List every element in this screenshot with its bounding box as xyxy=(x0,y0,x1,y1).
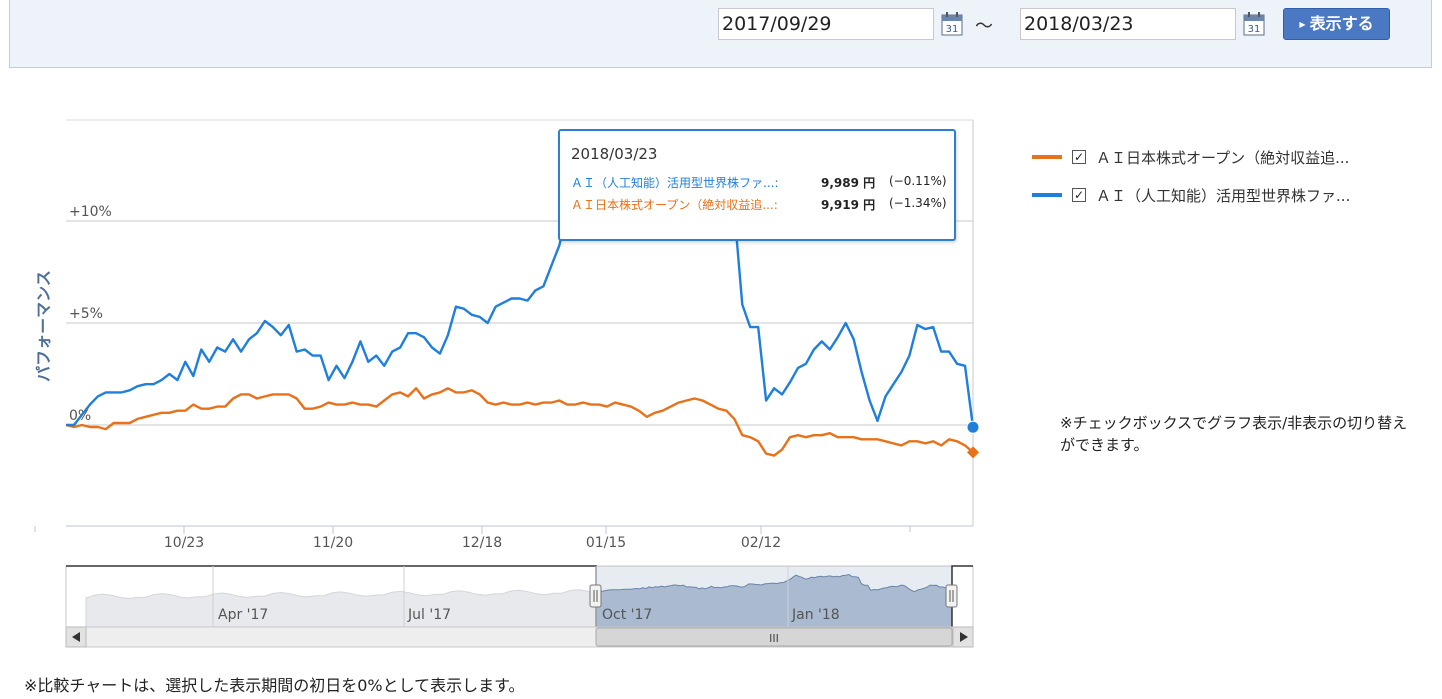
calendar-icon[interactable]: 31 xyxy=(941,12,963,36)
chart-tooltip: 2018/03/23 ＡＩ（人工知能）活用型世界株ファ...: 9,989 円 … xyxy=(558,129,956,241)
navigator-selection xyxy=(596,566,952,627)
navigator-area-unselected xyxy=(85,589,597,628)
start-date-input[interactable]: 2017/09/29 xyxy=(718,8,934,40)
show-button[interactable]: ▶ 表示する xyxy=(1283,8,1390,40)
navigator-label: Apr '17 xyxy=(218,607,268,623)
arrow-right-icon xyxy=(960,632,968,642)
play-icon: ▶ xyxy=(1299,19,1306,29)
calendar-icon[interactable]: 31 xyxy=(1243,12,1265,36)
tooltip-date: 2018/03/23 xyxy=(571,145,658,163)
toggle-note: ※チェックボックスでグラフ表示/非表示の切り替えができます。 xyxy=(1060,414,1408,454)
x-tick-label: 12/18 xyxy=(462,535,502,551)
navigator-label: Oct '17 xyxy=(602,607,652,623)
series-line-ai-japan xyxy=(65,387,974,457)
chart-footnote: ※比較チャートは、選択した表示期間の初日を0%として表示します。 xyxy=(24,676,525,695)
series-line-ai-global xyxy=(66,168,975,428)
y-tick-label: +10% xyxy=(69,204,112,220)
x-tick-label: 10/23 xyxy=(164,535,204,551)
legend-label: ＡＩ日本株式オープン（絶対収益追... xyxy=(1096,148,1350,167)
arrow-left-icon xyxy=(72,632,80,642)
date-separator: ～ xyxy=(975,16,993,37)
navigator-label: Jul '17 xyxy=(407,607,451,623)
navigator-label: Jan '18 xyxy=(791,607,840,623)
y-tick-label: +5% xyxy=(69,306,103,322)
scrollbar-thumb[interactable] xyxy=(595,627,953,647)
tooltip-value: 9,919 円 xyxy=(821,198,876,212)
series-end-marker xyxy=(966,420,980,434)
navigator-handle[interactable] xyxy=(589,584,602,608)
legend-label: ＡＩ（人工知能）活用型世界株ファ... xyxy=(1096,186,1351,205)
tooltip-series-name: ＡＩ（人工知能）活用型世界株ファ...: xyxy=(571,176,779,190)
tooltip-row: ＡＩ（人工知能）活用型世界株ファ...: 9,989 円 (−0.11%) xyxy=(571,174,947,191)
x-tick-label: 01/15 xyxy=(586,535,626,551)
tooltip-value: 9,989 円 xyxy=(821,176,876,190)
tooltip-row: ＡＩ日本株式オープン（絶対収益追...: 9,919 円 (−1.34%) xyxy=(571,196,947,213)
svg-text:31: 31 xyxy=(946,24,959,35)
legend-line-blue xyxy=(1032,193,1062,197)
series-end-marker xyxy=(967,446,979,459)
legend-line-orange xyxy=(1032,155,1062,159)
navigator-handle[interactable] xyxy=(945,584,958,608)
tooltip-percent: (−1.34%) xyxy=(889,196,947,210)
legend-checkbox[interactable]: ✓ xyxy=(1072,150,1086,164)
scrollbar-grip: III xyxy=(769,632,779,645)
tooltip-percent: (−0.11%) xyxy=(889,174,947,188)
show-button-label: 表示する xyxy=(1309,14,1374,33)
legend-item-ai-japan[interactable]: ✓ ＡＩ日本株式オープン（絶対収益追... xyxy=(1032,145,1349,169)
end-date-input[interactable]: 2018/03/23 xyxy=(1020,8,1236,40)
svg-text:31: 31 xyxy=(1248,24,1261,35)
legend-checkbox[interactable]: ✓ xyxy=(1072,188,1086,202)
tooltip-series-name: ＡＩ日本株式オープン（絶対収益追...: xyxy=(571,198,778,212)
x-tick-label: 11/20 xyxy=(313,535,353,551)
x-tick-label: 02/12 xyxy=(741,535,781,551)
navigator-area-selected xyxy=(595,573,953,628)
y-axis-label: パフォーマンス xyxy=(34,270,53,382)
legend-item-ai-global[interactable]: ✓ ＡＩ（人工知能）活用型世界株ファ... xyxy=(1032,183,1350,207)
